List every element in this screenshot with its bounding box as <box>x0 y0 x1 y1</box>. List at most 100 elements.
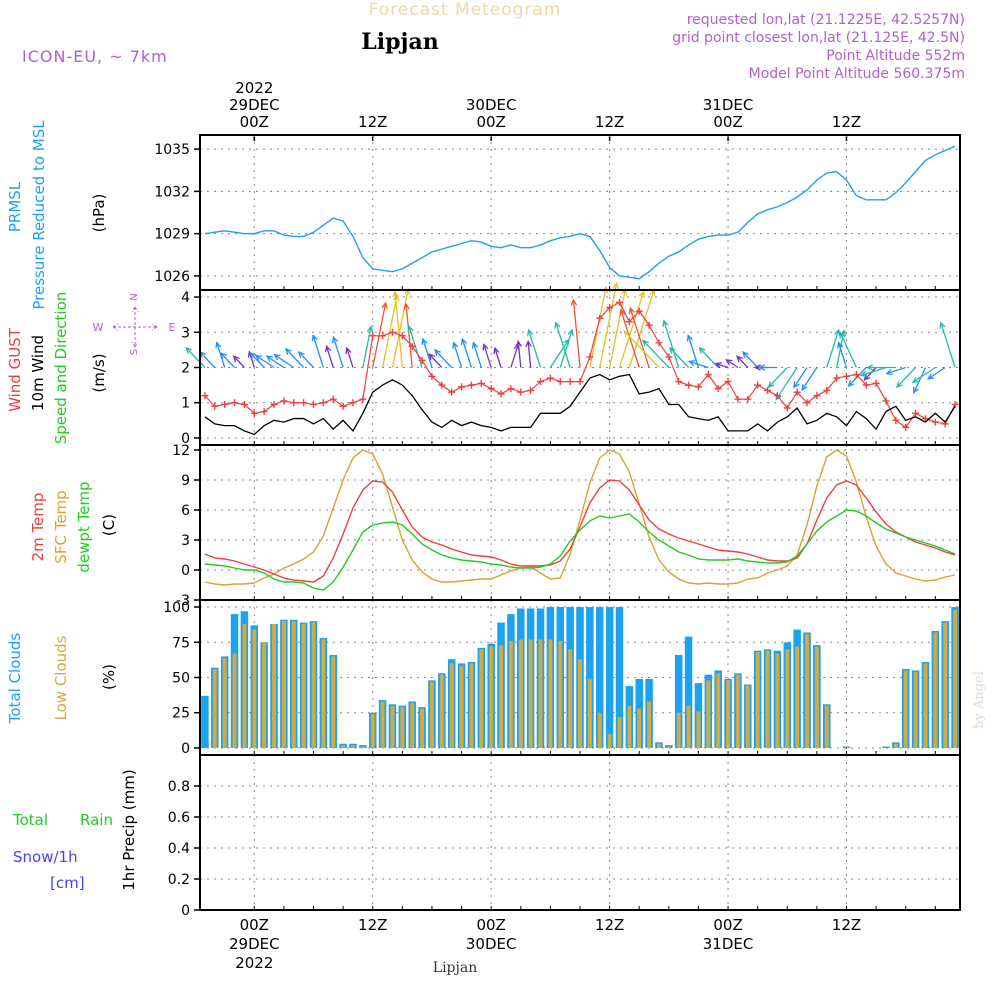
wind-direction-arrow <box>428 353 443 368</box>
wind-direction-arrow <box>472 342 482 368</box>
wind-arrow-head <box>232 355 240 363</box>
total-cloud-bar <box>882 746 890 748</box>
gust-marker <box>793 388 801 396</box>
low-cloud-bar <box>578 659 582 748</box>
gust-marker <box>507 385 515 393</box>
top-time-label: 00Z <box>476 113 505 131</box>
wind-direction-arrow <box>461 338 473 368</box>
wind-arrow-head <box>366 325 374 333</box>
temp-ylabel: (C) <box>100 514 118 536</box>
gust-marker <box>645 321 653 329</box>
t2m-line <box>204 479 956 583</box>
gust-marker <box>586 353 594 361</box>
wind-arrow-head <box>433 348 441 356</box>
sfc-temp-line <box>204 449 956 586</box>
gust-marker <box>734 395 742 403</box>
gust-marker <box>615 298 623 306</box>
y-tick-label: 3 <box>181 325 190 341</box>
gust-marker <box>418 356 426 364</box>
wind-arrow-head <box>623 330 631 338</box>
wind-arrow-head <box>725 359 733 366</box>
wind-direction-arrow <box>801 367 818 391</box>
wind-arrow-head <box>801 383 808 392</box>
low-cloud-bar <box>913 671 918 748</box>
wind-direction-arrow <box>768 367 788 388</box>
bottom-time-label: 2022 <box>235 954 273 972</box>
compass-cross <box>112 306 158 348</box>
wind-direction-arrow <box>527 341 532 368</box>
wind-direction-arrow <box>896 367 917 388</box>
y-tick-label: 1026 <box>154 269 190 285</box>
gust-marker <box>546 374 554 382</box>
low-cloud-bar <box>656 743 661 748</box>
wind-arrow-head <box>482 343 489 351</box>
wind-arrow-head <box>753 364 761 371</box>
gust-marker <box>833 374 841 382</box>
low-cloud-bar <box>755 652 760 748</box>
wind-direction-arrow <box>266 355 285 369</box>
total-cloud-bar <box>615 607 624 748</box>
low-cloud-bar <box>735 674 740 748</box>
wind-arrow-head <box>265 355 273 362</box>
low-cloud-bar <box>587 678 592 748</box>
wind-direction-arrow <box>285 348 305 368</box>
y-tick-label: 1035 <box>154 142 190 158</box>
gust-marker <box>537 378 545 386</box>
gust-marker <box>803 399 811 407</box>
wind-arrow-head <box>325 344 332 353</box>
gust-marker <box>211 402 219 410</box>
gust-marker <box>310 400 318 408</box>
wind-arrow-head <box>619 308 626 316</box>
wind-direction-arrow <box>233 355 245 368</box>
y-tick-label: 1029 <box>154 227 190 243</box>
wind-arrow-head <box>687 359 696 367</box>
wind-direction-arrow <box>391 289 409 368</box>
wind-arrow-head <box>554 321 561 329</box>
gust-marker <box>882 397 890 405</box>
gust-marker <box>359 395 367 403</box>
precip-label-cm: [cm] <box>50 874 85 892</box>
low-cloud-bar <box>291 621 296 748</box>
low-cloud-bar <box>903 670 908 748</box>
gust-marker <box>685 381 693 389</box>
y-tick-label: 2 <box>181 361 190 377</box>
wind-direction-arrow <box>494 347 502 368</box>
wind-arrow-head <box>939 321 946 329</box>
wind-arrow-head <box>926 373 935 380</box>
wind-arrow-head <box>331 335 339 344</box>
wind-direction-arrow <box>699 347 719 368</box>
low-cloud-bar <box>538 639 543 748</box>
low-cloud-bar <box>469 663 474 748</box>
top-time-label: 30DEC <box>466 96 517 114</box>
gust-marker <box>862 381 870 389</box>
compass-icon: N S W E <box>93 293 176 355</box>
wind-direction-arrow <box>453 342 463 368</box>
low-cloud-bar <box>716 673 721 748</box>
wind-arrow-head <box>628 306 635 315</box>
bottom-time-label: 12Z <box>358 916 387 934</box>
gust-marker <box>329 395 337 403</box>
low-cloud-bar <box>795 646 800 748</box>
wind-label-10m: 10m Wind <box>29 335 47 411</box>
low-cloud-bar <box>479 649 484 748</box>
gust-marker <box>388 328 396 336</box>
wind-direction-arrow <box>793 367 808 388</box>
low-cloud-bar <box>765 650 770 748</box>
low-cloud-bar <box>923 663 928 748</box>
wind-direction-arrow <box>687 335 700 368</box>
model-label: ICON-EU, ~ 7km <box>22 47 168 66</box>
wind-direction-arrow <box>618 291 645 368</box>
low-cloud-bar <box>380 701 385 748</box>
wind-arrow-head <box>612 281 619 290</box>
y-tick-label: 0.8 <box>168 779 190 795</box>
location-title: Lipjan <box>361 29 438 55</box>
y-tick-label: 100 <box>163 600 190 616</box>
low-cloud-bar <box>489 646 494 748</box>
gust-marker <box>912 409 920 417</box>
low-cloud-bar <box>508 640 513 748</box>
requested-coords: requested lon,lat (21.1225E, 42.5257N) <box>687 12 965 28</box>
pressure-label-msl: Pressure Reduced to MSL <box>30 120 48 310</box>
gridpoint-coords: grid point closest lon,lat (21.125E, 42.… <box>672 30 965 46</box>
gust-marker <box>467 381 475 389</box>
